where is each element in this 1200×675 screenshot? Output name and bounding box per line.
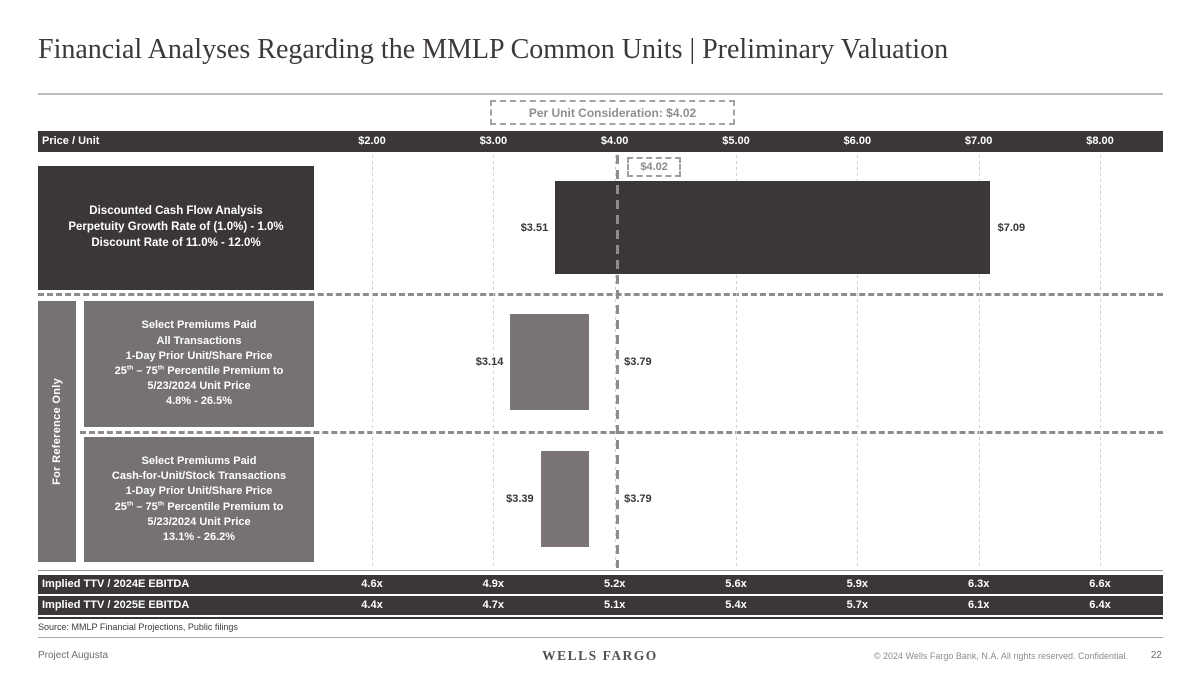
wells-fargo-logo: WELLS FARGO [542,648,658,663]
axis-tick-label: $6.00 [843,135,872,147]
axis-tick-label: $2.00 [358,135,386,147]
axis-tick-label: $7.00 [964,135,993,147]
bar-low-value-label: $3.14 [475,356,504,368]
table-cell: 6.1x [967,599,990,611]
bar-low-value-label: $3.39 [506,493,534,505]
axis-tick-label: $3.00 [479,135,508,147]
table-cell: 4.7x [482,599,505,611]
label-line: 25th – 75th Percentile Premium to [114,364,284,377]
dcf-analysis-label-box: Discounted Cash Flow Analysis Perpetuity … [38,166,314,290]
label-line: Cash-for-Unit/Stock Transactions [111,470,287,483]
bar-low-value-label: $3.51 [520,221,549,234]
table-cell: 4.6x [361,578,383,590]
label-line: 1-Day Prior Unit/Share Price [125,485,273,498]
gridline [493,155,495,568]
label-line: Discounted Cash Flow Analysis [89,205,263,218]
copyright-notice: © 2024 Wells Fargo Bank, N.A. All rights… [873,651,1128,661]
gridline [614,155,616,568]
price-axis-title: Price / Unit [42,135,100,147]
consideration-marker-line [615,155,619,568]
table-cell: 5.9x [846,578,869,590]
label-line: 13.1% - 26.2% [162,530,236,543]
label-line: 5/23/2024 Unit Price [147,515,251,528]
label-line: 4.8% - 26.5% [165,395,233,408]
consideration-marker-label: $4.02 [627,157,682,177]
bar-high-value-label: $3.79 [624,493,652,505]
source-note: Source: MMLP Financial Projections, Publ… [38,622,238,632]
page-number: 22 [1150,650,1162,661]
table-cell: 5.4x [725,599,747,611]
table-cell: 6.6x [1089,578,1111,590]
row-separator-1 [38,293,1163,296]
axis-tick-label: $8.00 [1086,135,1114,147]
table-cell: 4.9x [482,578,505,590]
value-range-bar [540,451,590,547]
price-axis-header: Price / Unit $2.00 $3.00 $4.00 $5.00 $6.00 $7… [38,131,1163,152]
table-cell: 6.3x [967,578,990,590]
value-range-bar [510,314,590,410]
project-name: Project Augusta [38,650,109,661]
footer-divider [38,637,1163,638]
table-row-2024e-ebitda: Implied TTV / 2024E EBITDA 4.6x 4.9x 5.2x 5… [38,575,1163,594]
bar-high-value-label: $3.79 [624,356,652,368]
table-cell: 5.1x [603,599,626,611]
table-cell: 5.2x [603,578,626,590]
table-cell: 5.6x [725,578,747,590]
title-divider [38,93,1163,95]
label-line: 5/23/2024 Unit Price [147,380,251,393]
table-row-label: Implied TTV / 2024E EBITDA [42,578,190,590]
label-line: All Transactions [156,334,242,347]
axis-tick-label: $5.00 [722,135,750,147]
label-line: Select Premiums Paid [141,454,257,467]
gridline [1100,155,1101,568]
label-line: Discount Rate of 11.0% - 12.0% [91,236,261,249]
page-title: Financial Analyses Regarding the MMLP Co… [38,34,949,65]
value-range-bar [555,181,990,274]
gridline [978,155,980,568]
label-line: 25th – 75th Percentile Premium to [114,499,284,513]
label-line: Perpetuity Growth Rate of (1.0%) - 1.0% [68,221,284,234]
table-cell: 6.4x [1089,599,1111,611]
row-separator-2 [80,431,1163,434]
gridline [857,155,859,568]
gridline [736,155,737,568]
label-line: 1-Day Prior Unit/Share Price [125,349,273,362]
premiums-all-transactions-label-box: Select Premiums Paid All Transactions 1-Da… [84,301,314,427]
label-line: Select Premiums Paid [141,319,257,332]
table-bottom-border [38,617,1163,619]
table-row-label: Implied TTV / 2025E EBITDA [42,599,190,611]
table-row-2025e-ebitda: Implied TTV / 2025E EBITDA 4.4x 4.7x 5.1x 5… [38,596,1163,615]
table-cell: 5.7x [846,599,869,611]
table-cell: 4.4x [361,599,383,611]
for-reference-only-label: For Reference Only [51,378,63,485]
table-top-border [38,570,1163,571]
for-reference-only-strip: For Reference Only [38,301,76,562]
per-unit-consideration-box: Per Unit Consideration: $4.02 [490,100,735,125]
per-unit-consideration-label: Per Unit Consideration: $4.02 [528,105,697,120]
bar-high-value-label: $7.09 [997,221,1026,234]
premiums-cash-transactions-label-box: Select Premiums Paid Cash-for-Unit/Stock … [84,437,314,562]
axis-tick-label: $4.00 [600,135,629,147]
gridline [372,155,373,568]
